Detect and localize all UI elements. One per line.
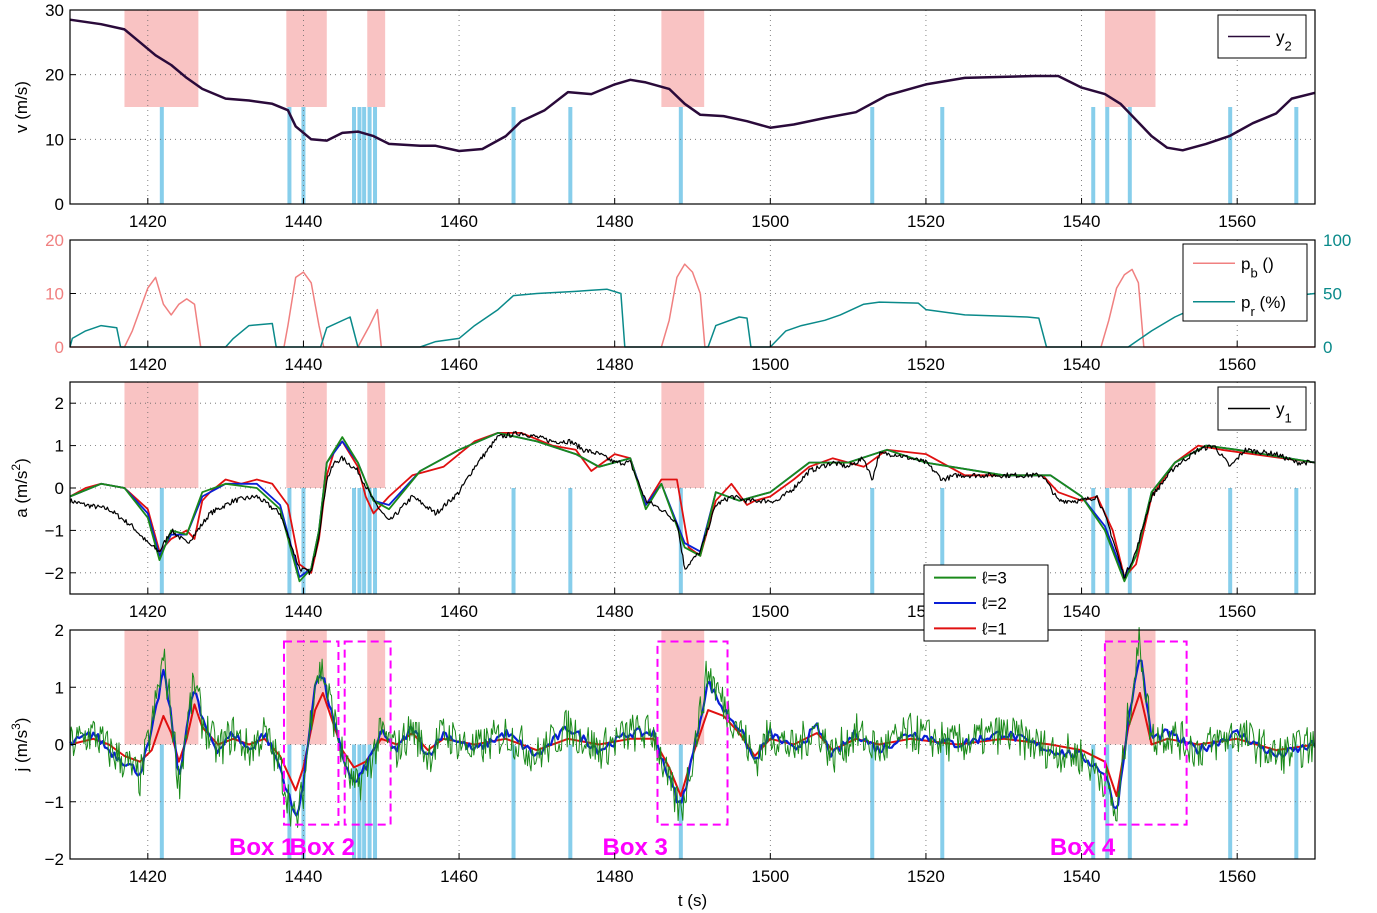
x-tick-label: 1460 <box>440 602 478 621</box>
x-tick-label: 1540 <box>1063 355 1101 374</box>
x-tick-label: 1520 <box>907 355 945 374</box>
annotation-box <box>1103 640 1188 826</box>
series-line-y2 <box>69 18 1316 153</box>
y-tick-label: 2 <box>55 394 64 413</box>
panel-acceleration: 14201440146014801500152015401560−2−1012a… <box>9 381 1316 621</box>
annotation-box-label: Box 3 <box>602 834 667 861</box>
x-tick-label: 1440 <box>285 212 323 231</box>
x-tick-label: 1420 <box>129 355 167 374</box>
x-tick-label: 1420 <box>129 867 167 886</box>
y-tick-label: 2 <box>55 621 64 640</box>
series-line-3 <box>69 627 1315 828</box>
x-tick-label: 1520 <box>907 867 945 886</box>
y-tick-label: −2 <box>45 564 64 583</box>
annotation-box <box>656 640 729 826</box>
x-tick-label: 1560 <box>1218 212 1256 231</box>
y-tick-label: 20 <box>45 231 64 250</box>
y-tick-label-right: 50 <box>1323 285 1342 304</box>
legend: pb ()pr (%) <box>1182 243 1308 322</box>
x-tick-label: 1440 <box>285 602 323 621</box>
x-axis-label: t (s) <box>678 891 707 910</box>
x-tick-label: 1500 <box>751 602 789 621</box>
x-tick-label: 1440 <box>285 355 323 374</box>
y-tick-label: 0 <box>55 195 64 214</box>
shaded-interval <box>367 630 386 745</box>
series-line-pb <box>70 263 1315 348</box>
y-tick-label: −1 <box>45 521 64 540</box>
axes-frame <box>69 9 1316 205</box>
x-tick-label: 1420 <box>129 212 167 231</box>
y-axis-label: a (m/s2) <box>9 458 31 518</box>
legend-label: ℓ=3 <box>981 569 1007 588</box>
y-tick-label-right: 0 <box>1323 338 1332 357</box>
y-tick-label-right: 100 <box>1323 231 1351 250</box>
x-tick-label: 1460 <box>440 212 478 231</box>
shaded-interval <box>661 630 705 745</box>
x-tick-label: 1460 <box>440 355 478 374</box>
panel-velocity: 1420 1440 1460 1480 1500 1520 1540 1560 0 10 20 30 v… <box>12 1 1316 231</box>
shaded-interval <box>661 10 705 107</box>
annotation-box <box>282 640 340 826</box>
x-tick-label: 1500 <box>751 355 789 374</box>
x-tick-label: 1420 <box>129 602 167 621</box>
legend-box <box>1182 243 1308 322</box>
x-tick-label: 1540 <box>1063 867 1101 886</box>
x-tick-label: 1560 <box>1218 867 1256 886</box>
x-tick-label: 1480 <box>596 602 634 621</box>
shaded-interval <box>1104 10 1156 107</box>
legend: ℓ=3 ℓ=2 ℓ=1 <box>923 564 1049 642</box>
x-tick-label: 1560 <box>1218 602 1256 621</box>
y-tick-label: 0 <box>55 736 64 755</box>
x-tick-label: 1520 <box>907 212 945 231</box>
y-axis-label: v (m/s) <box>12 81 31 133</box>
x-tick-label: 1480 <box>596 355 634 374</box>
shaded-interval <box>286 382 327 488</box>
legend: y2 <box>1217 14 1307 59</box>
y-tick-label: −2 <box>45 850 64 869</box>
shaded-interval <box>1104 382 1156 488</box>
annotation-box-label: Box 2 <box>290 834 355 861</box>
x-tick-label: 1560 <box>1218 355 1256 374</box>
axes-frame <box>69 239 1316 348</box>
y-tick-label: 20 <box>45 66 64 85</box>
panel-pedals: 1420 1440 1460 1480 1500 1520 1540 1560 0 10 20 0 50… <box>45 231 1351 374</box>
shaded-interval <box>661 382 705 488</box>
shaded-interval <box>286 10 327 107</box>
shaded-interval <box>367 382 386 488</box>
legend-label: ℓ=1 <box>981 619 1007 638</box>
y-tick-label: 30 <box>45 1 64 20</box>
y-tick-label: 1 <box>55 678 64 697</box>
x-tick-label: 1500 <box>751 212 789 231</box>
x-tick-label: 1480 <box>596 212 634 231</box>
legend: y1 <box>1217 386 1307 431</box>
x-tick-label: 1440 <box>285 867 323 886</box>
annotation-box <box>343 640 392 826</box>
series-line-l3 <box>69 431 1316 583</box>
y-tick-label: 10 <box>45 285 64 304</box>
x-tick-label: 1480 <box>596 867 634 886</box>
series-line-pr <box>69 288 1316 348</box>
annotation-box-label: Box 1 <box>229 834 294 861</box>
y-axis-label: j (m/s3) <box>9 718 31 773</box>
x-tick-label: 1540 <box>1063 212 1101 231</box>
y-tick-label: 0 <box>55 479 64 498</box>
shaded-interval <box>367 10 386 107</box>
shaded-interval <box>124 382 199 488</box>
y-tick-label: 0 <box>55 338 64 357</box>
legend-label: ℓ=2 <box>981 594 1007 613</box>
annotation-box-label: Box 4 <box>1050 834 1116 861</box>
series-line-l1 <box>69 431 1316 578</box>
series-line-y1 <box>69 430 1315 579</box>
y-tick-label: 1 <box>55 437 64 456</box>
x-tick-label: 1500 <box>751 867 789 886</box>
y-tick-label: −1 <box>45 793 64 812</box>
y-tick-label: 10 <box>45 130 64 149</box>
x-tick-label: 1540 <box>1063 602 1101 621</box>
x-tick-label: 1460 <box>440 867 478 886</box>
